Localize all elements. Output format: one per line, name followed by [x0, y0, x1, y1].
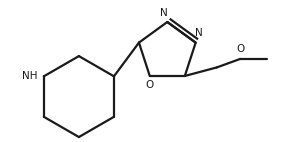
- Text: O: O: [146, 80, 154, 90]
- Text: O: O: [236, 44, 244, 54]
- Text: N: N: [195, 28, 203, 38]
- Text: NH: NH: [22, 71, 37, 81]
- Text: N: N: [160, 8, 168, 18]
